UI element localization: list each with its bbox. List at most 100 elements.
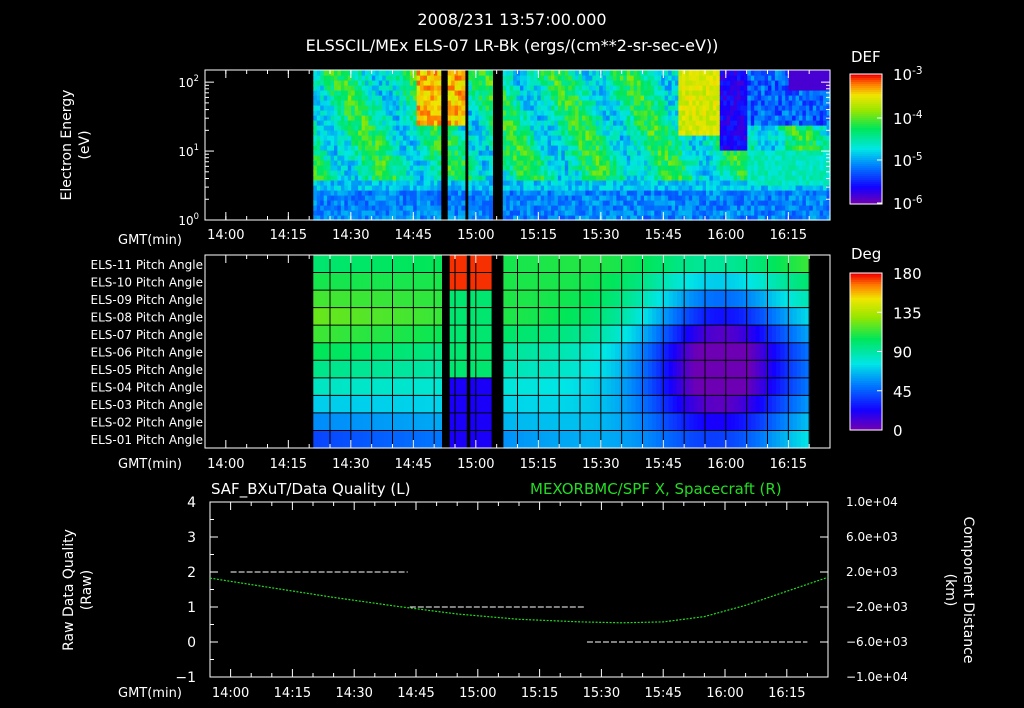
energy-cell	[809, 145, 814, 151]
energy-cell	[692, 70, 697, 76]
energy-cell	[740, 210, 745, 216]
energy-cell	[805, 190, 810, 196]
energy-cell	[723, 210, 728, 216]
energy-cell	[561, 200, 566, 206]
energy-cell	[816, 180, 821, 186]
energy-cell	[606, 180, 611, 186]
energy-cell	[454, 80, 459, 86]
energy-cell	[650, 110, 655, 116]
energy-cell	[774, 135, 779, 141]
energy-cell	[778, 190, 783, 196]
energy-cell	[602, 80, 607, 86]
energy-cell	[471, 90, 476, 96]
energy-cell	[619, 140, 624, 146]
pitch-cell	[362, 377, 368, 396]
energy-cell	[599, 195, 604, 201]
energy-cell	[313, 110, 318, 116]
energy-cell	[471, 170, 476, 176]
energy-cell	[740, 175, 745, 181]
energy-cell	[699, 170, 704, 176]
energy-cell	[802, 95, 807, 101]
energy-cell	[571, 90, 576, 96]
energy-cell	[327, 210, 332, 216]
energy-cell	[365, 190, 369, 196]
energy-cell	[737, 115, 741, 121]
energy-cell	[582, 115, 586, 121]
energy-cell	[502, 170, 507, 176]
pitch-cell	[371, 395, 376, 414]
energy-cell	[409, 90, 414, 96]
pitch-cell	[437, 377, 442, 396]
energy-cell	[402, 110, 407, 116]
energy-cell	[768, 135, 772, 141]
energy-cell	[575, 150, 580, 156]
energy-cell	[334, 135, 338, 141]
energy-cell	[795, 100, 800, 106]
energy-cell	[774, 170, 779, 176]
energy-cell	[313, 95, 318, 101]
energy-cell	[506, 130, 511, 136]
energy-cell	[647, 190, 652, 196]
energy-cell	[433, 200, 438, 206]
energy-cell	[750, 205, 755, 211]
energy-cell	[544, 70, 549, 76]
pitch-cell	[437, 307, 442, 326]
energy-cell	[399, 140, 404, 146]
energy-cell	[588, 140, 593, 146]
energy-cell	[805, 180, 810, 186]
energy-cell	[451, 150, 456, 156]
energy-cell	[502, 130, 507, 136]
pitch-cell	[338, 272, 343, 291]
def-colorbar-segment	[850, 140, 882, 143]
energy-cell	[385, 95, 390, 101]
energy-cell	[692, 200, 697, 206]
energy-cell	[578, 135, 583, 141]
pitch-cell	[408, 255, 414, 274]
pitch-cell	[507, 255, 513, 274]
energy-cell	[733, 130, 738, 136]
energy-cell	[358, 135, 363, 141]
pitch-cell	[338, 290, 343, 309]
energy-cell	[712, 200, 717, 206]
energy-cell	[509, 155, 514, 161]
energy-cell	[609, 190, 614, 196]
energy-cell	[761, 95, 766, 101]
energy-cell	[502, 165, 507, 171]
energy-cell	[792, 175, 797, 181]
energy-cell	[340, 190, 345, 196]
energy-cell	[671, 160, 676, 166]
energy-cell	[471, 105, 476, 111]
energy-cell	[413, 90, 418, 96]
energy-cell	[613, 110, 617, 116]
energy-cell	[712, 170, 717, 176]
energy-cell	[716, 110, 721, 116]
energy-cell	[781, 80, 786, 86]
energy-cell	[795, 140, 800, 146]
energy-cell	[661, 85, 666, 91]
energy-cell	[416, 210, 421, 216]
energy-cell	[733, 195, 738, 201]
energy-cell	[588, 130, 593, 136]
energy-cell	[354, 90, 359, 96]
energy-cell	[458, 70, 462, 76]
energy-cell	[640, 100, 645, 106]
pitch-cell	[375, 430, 380, 449]
energy-cell	[557, 150, 562, 156]
energy-cell	[575, 170, 580, 176]
energy-cell	[416, 200, 421, 206]
energy-cell	[351, 145, 356, 151]
energy-cell	[588, 135, 593, 141]
energy-cell	[344, 140, 349, 146]
energy-cell	[437, 85, 442, 91]
energy-cell	[685, 110, 690, 116]
pitch-cell	[420, 360, 426, 379]
energy-cell	[616, 185, 621, 191]
energy-cell	[737, 195, 741, 201]
energy-cell	[544, 130, 549, 136]
energy-cell	[375, 80, 380, 86]
pitch-cell	[400, 272, 405, 291]
energy-cell	[578, 110, 583, 116]
energy-cell	[654, 105, 659, 111]
energy-cell	[702, 125, 707, 131]
energy-cell	[554, 140, 559, 146]
